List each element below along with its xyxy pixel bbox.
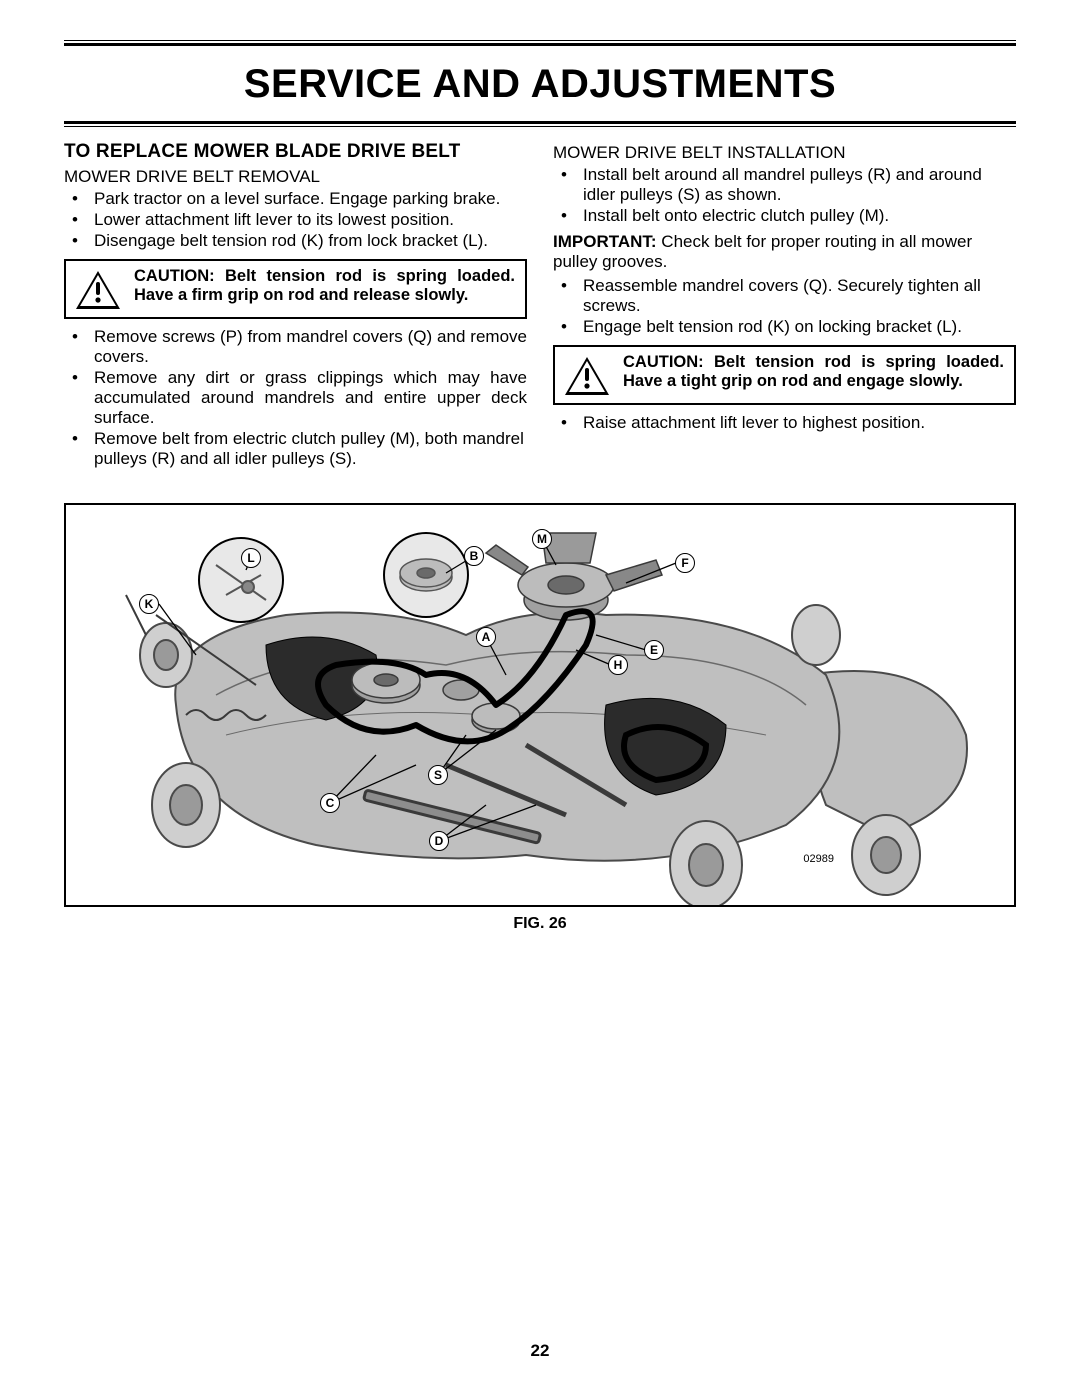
list-item: Raise attachment lift lever to highest p… bbox=[555, 413, 1016, 433]
left-column: TO REPLACE MOWER BLADE DRIVE BELT MOWER … bbox=[64, 141, 527, 475]
important-label: IMPORTANT: bbox=[553, 232, 657, 251]
mower-deck-diagram bbox=[66, 505, 1014, 905]
page-number: 22 bbox=[0, 1341, 1080, 1361]
page-title: SERVICE AND ADJUSTMENTS bbox=[64, 52, 1016, 115]
figure-part-number: 02989 bbox=[803, 853, 834, 865]
figure-caption: FIG. 26 bbox=[64, 915, 1016, 933]
list-item: Disengage belt tension rod (K) from lock… bbox=[66, 231, 527, 251]
caution-text: CAUTION: Belt tension rod is spring load… bbox=[134, 267, 515, 305]
section-heading: TO REPLACE MOWER BLADE DRIVE BELT bbox=[64, 141, 527, 163]
install-steps-list: Install belt around all mandrel pulleys … bbox=[553, 165, 1016, 226]
caution-box-engage: CAUTION: Belt tension rod is spring load… bbox=[553, 345, 1016, 405]
warning-icon bbox=[563, 355, 611, 397]
list-item: Engage belt tension rod (K) on locking b… bbox=[555, 317, 1016, 337]
important-note: IMPORTANT: Check belt for proper routing… bbox=[553, 232, 1016, 272]
removal-steps-list: Park tractor on a level surface. Engage … bbox=[64, 189, 527, 251]
install-steps-list-2: Reassemble mandrel covers (Q). Securely … bbox=[553, 276, 1016, 337]
list-item: Remove screws (P) from mandrel covers (Q… bbox=[66, 327, 527, 367]
caution-text: CAUTION: Belt tension rod is spring load… bbox=[623, 353, 1004, 391]
list-item: Remove belt from electric clutch pulley … bbox=[66, 429, 527, 469]
list-item: Park tractor on a level surface. Engage … bbox=[66, 189, 527, 209]
caution-box-release: CAUTION: Belt tension rod is spring load… bbox=[64, 259, 527, 319]
removal-steps-list-2: Remove screws (P) from mandrel covers (Q… bbox=[64, 327, 527, 469]
rule-bottom bbox=[64, 121, 1016, 124]
rule-thin-top bbox=[64, 40, 1016, 41]
rule-thin-bottom bbox=[64, 126, 1016, 127]
list-item: Lower attachment lift lever to its lowes… bbox=[66, 210, 527, 230]
list-item: Remove any dirt or grass clippings which… bbox=[66, 368, 527, 428]
right-column: MOWER DRIVE BELT INSTALLATION Install be… bbox=[553, 141, 1016, 475]
figure-box: L K B M F A E H S C D 02989 bbox=[64, 503, 1016, 907]
removal-heading: MOWER DRIVE BELT REMOVAL bbox=[64, 167, 527, 187]
rule-top bbox=[64, 43, 1016, 46]
two-column-layout: TO REPLACE MOWER BLADE DRIVE BELT MOWER … bbox=[64, 141, 1016, 475]
install-steps-list-3: Raise attachment lift lever to highest p… bbox=[553, 413, 1016, 433]
list-item: Reassemble mandrel covers (Q). Securely … bbox=[555, 276, 1016, 316]
list-item: Install belt onto electric clutch pulley… bbox=[555, 206, 1016, 226]
warning-icon bbox=[74, 269, 122, 311]
install-heading: MOWER DRIVE BELT INSTALLATION bbox=[553, 143, 1016, 163]
list-item: Install belt around all mandrel pulleys … bbox=[555, 165, 1016, 205]
